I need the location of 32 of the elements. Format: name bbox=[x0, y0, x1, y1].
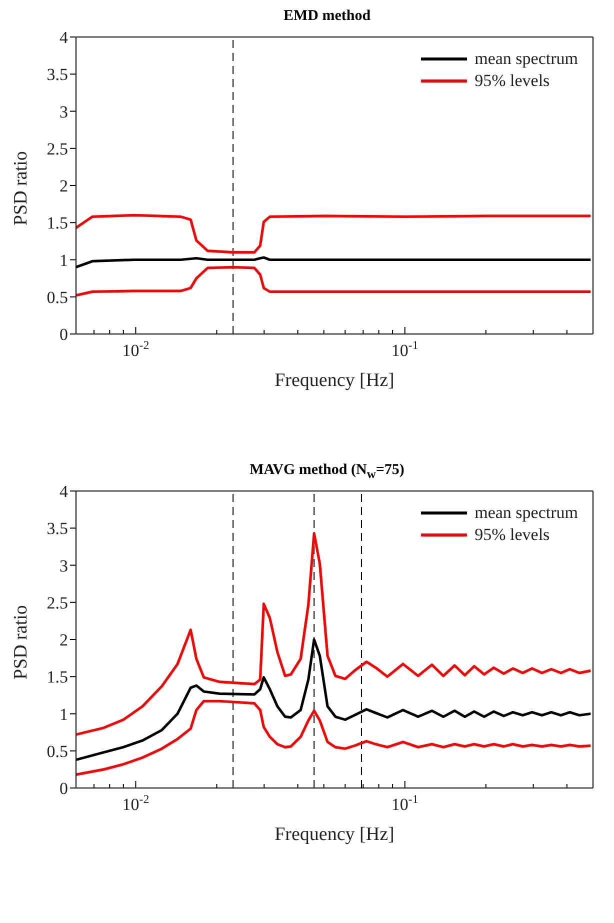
y-axis-title: PSD ratio bbox=[10, 151, 32, 226]
y-tick-label: 0.5 bbox=[46, 742, 68, 761]
y-tick-label: 2 bbox=[60, 630, 68, 650]
legend-label: 95% levels bbox=[474, 71, 550, 91]
chart-title: EMD method bbox=[283, 8, 371, 24]
legend-label: mean spectrum bbox=[474, 49, 578, 69]
y-tick-label: 3 bbox=[60, 102, 68, 122]
y-tick-label: 0 bbox=[60, 779, 68, 798]
y-tick-label: 1 bbox=[60, 704, 68, 724]
y-tick-label: 3.5 bbox=[46, 65, 68, 84]
y-tick-label: 2.5 bbox=[46, 139, 68, 158]
y-tick-label: 1.5 bbox=[46, 214, 68, 233]
legend-label: 95% levels bbox=[474, 525, 550, 545]
x-tick-label: 10$^{-2}$ bbox=[122, 338, 150, 360]
chart-title: MAVG method (N$_{w}$=75) bbox=[250, 462, 404, 481]
x-tick-label: 10$^{-1}$ bbox=[391, 338, 418, 360]
y-tick-label: 3.5 bbox=[46, 519, 68, 538]
y-tick-label: 4 bbox=[60, 28, 68, 47]
y-tick-label: 0.5 bbox=[46, 288, 68, 307]
y-tick-label: 2 bbox=[60, 176, 68, 196]
x-tick-label: 10$^{-2}$ bbox=[122, 792, 150, 814]
x-tick-label: 10$^{-1}$ bbox=[391, 792, 418, 814]
y-tick-label: 4 bbox=[60, 482, 68, 501]
y-tick-label: 0 bbox=[60, 325, 68, 344]
x-axis-title: Frequency [Hz] bbox=[274, 824, 394, 845]
y-tick-label: 2.5 bbox=[46, 593, 68, 612]
y-tick-label: 1 bbox=[60, 250, 68, 270]
y-axis-title: PSD ratio bbox=[10, 605, 32, 680]
y-tick-label: 1.5 bbox=[46, 668, 68, 687]
y-tick-label: 3 bbox=[60, 556, 68, 576]
legend-label: mean spectrum bbox=[474, 503, 578, 523]
x-axis-title: Frequency [Hz] bbox=[274, 370, 394, 391]
